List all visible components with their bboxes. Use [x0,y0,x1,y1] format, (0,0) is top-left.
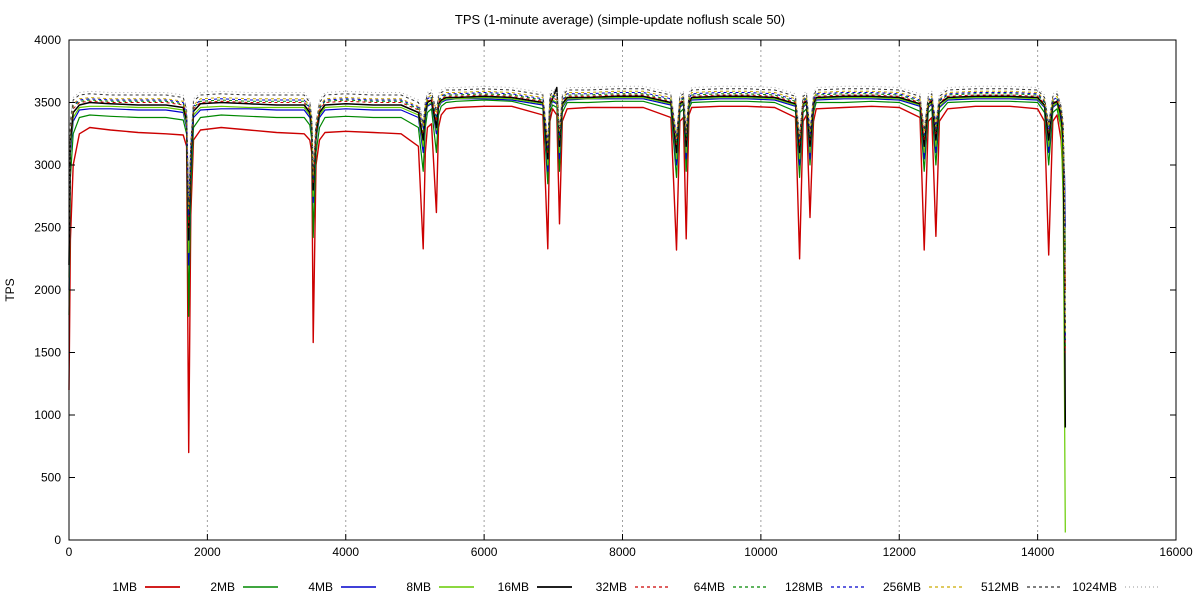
x-tick-label: 8000 [609,545,636,559]
x-tick-label: 6000 [471,545,498,559]
y-tick-label: 500 [41,471,61,485]
x-tick-label: 4000 [332,545,359,559]
series-line-256mb [68,90,1066,334]
legend-label-64mb: 64MB [694,580,725,594]
legend-label-4mb: 4MB [308,580,333,594]
y-tick-label: 3000 [34,158,61,172]
series-line-8mb [68,96,1066,533]
y-tick-label: 2500 [34,221,61,235]
y-tick-label: 4000 [34,33,61,47]
y-axis-label: TPS [3,278,17,301]
x-tick-label: 2000 [194,545,221,559]
series-line-16mb [68,86,1067,428]
grid-lines [206,40,1039,540]
y-tick-label: 3500 [34,96,61,110]
x-tick-label: 10000 [744,545,778,559]
legend-label-512mb: 512MB [981,580,1019,594]
y-tick-label: 0 [54,533,61,547]
chart-title: TPS (1-minute average) (simple-update no… [455,12,785,27]
series-line-512mb [68,88,1066,328]
series-lines [68,85,1067,533]
legend-label-1024mb: 1024MB [1072,580,1117,594]
series-line-64mb [68,93,1066,347]
axes: 0 2000 4000 6000 8000 10000 12000 14000 16000 0 50… [34,33,1193,559]
legend: 1MB 2MB 4MB 8MB 16MB 32MB 64MB 128MB 256MB 512MB 1… [112,580,1160,594]
series-line-128mb [68,92,1066,341]
legend-label-32mb: 32MB [596,580,627,594]
y-tick-label: 2000 [34,283,61,297]
y-tick-label: 1500 [34,346,61,360]
legend-label-256mb: 256MB [883,580,921,594]
series-line-1024mb [68,85,1066,322]
x-tick-label: 14000 [1021,545,1055,559]
legend-label-1mb: 1MB [112,580,137,594]
series-line-2mb [68,99,1066,317]
y-tick-label: 1000 [34,408,61,422]
x-tick-label: 12000 [883,545,917,559]
x-tick-label: 16000 [1159,545,1193,559]
series-line-1mb [68,105,1067,454]
legend-label-2mb: 2MB [210,580,235,594]
legend-label-16mb: 16MB [498,580,529,594]
legend-label-128mb: 128MB [785,580,823,594]
x-tick-label: 0 [66,545,73,559]
series-line-32mb [68,94,1066,353]
legend-label-8mb: 8MB [406,580,431,594]
